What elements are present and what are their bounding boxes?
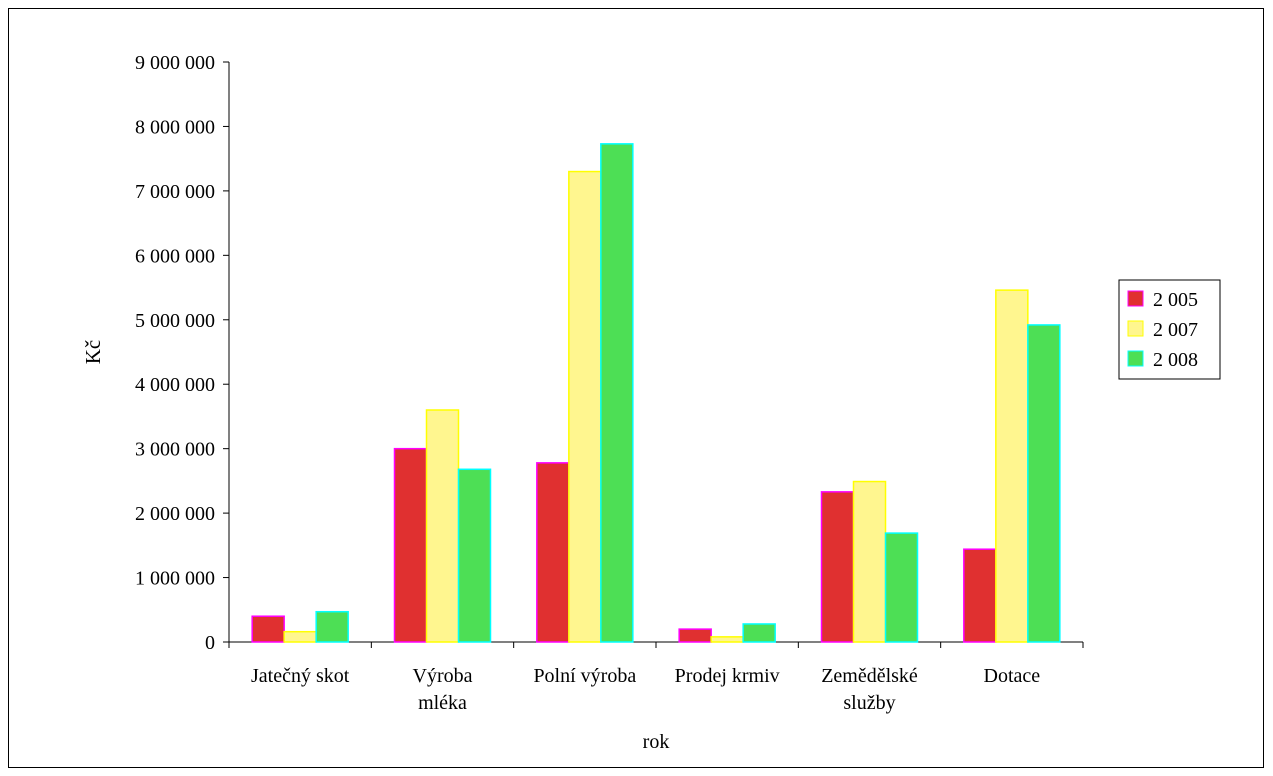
legend-label: 2 007	[1153, 319, 1198, 341]
y-tick-label: 3 000 000	[135, 439, 215, 461]
bar-3-4	[742, 623, 776, 643]
x-tick-label: mléka	[418, 692, 467, 714]
bar-1-5	[820, 491, 855, 643]
bar-1-2	[393, 447, 428, 643]
legend-label: 2 008	[1153, 349, 1198, 371]
bar-2-5	[852, 480, 887, 643]
y-tick-label: 2 000 000	[135, 503, 215, 525]
legend: 2 005 2 007 2 008	[1118, 279, 1221, 380]
y-tick-label: 7 000 000	[135, 181, 215, 203]
bar-2-4	[710, 636, 744, 643]
x-axis: Jatečný skot Výroba mléka Polní výroba Prode…	[228, 641, 1084, 714]
bar-2-3	[568, 170, 602, 643]
bar-2-2	[425, 409, 460, 643]
y-axis-label: Kč	[81, 340, 105, 365]
bar-1-4	[678, 628, 712, 643]
x-tick-label: Polní výroba	[533, 665, 636, 687]
bar-1-6	[963, 548, 997, 643]
x-tick-label: Zemědělské	[821, 665, 918, 687]
x-tick-label: služby	[843, 692, 895, 714]
bar-2-6	[995, 289, 1029, 643]
legend-swatch	[1127, 350, 1144, 367]
y-tick-label: 5 000 000	[135, 310, 215, 332]
y-tick-label: 8 000 000	[135, 116, 215, 138]
legend-swatch	[1127, 320, 1144, 337]
y-tick-label: 9 000 000	[135, 52, 215, 74]
legend-label: 2 005	[1153, 289, 1198, 311]
y-tick-label: 0	[205, 632, 215, 654]
y-tick-label: 1 000 000	[135, 568, 215, 590]
legend-swatch	[1127, 290, 1144, 307]
y-tick-label: 4 000 000	[135, 374, 215, 396]
bar-3-3	[600, 143, 634, 643]
x-tick-label: Dotace	[984, 665, 1041, 687]
bar-3-6	[1027, 324, 1061, 643]
x-axis-label: rok	[643, 731, 670, 753]
bar-2-1	[283, 630, 317, 643]
y-tick-label: 6 000 000	[135, 245, 215, 267]
bar-3-2	[457, 468, 492, 643]
bar-3-1	[315, 610, 349, 643]
y-axis: 0 1 000 000 2 000 000 3 000 000 4 000 000 5 0…	[135, 52, 230, 654]
x-tick-label: Prodej krmiv	[675, 665, 780, 687]
bar-1-3	[536, 462, 570, 643]
x-tick-label: Jatečný skot	[251, 665, 350, 687]
x-tick-label: Výroba	[413, 665, 473, 687]
bar-3-5	[884, 532, 919, 643]
bars	[251, 143, 1061, 643]
bar-1-1	[251, 615, 285, 643]
